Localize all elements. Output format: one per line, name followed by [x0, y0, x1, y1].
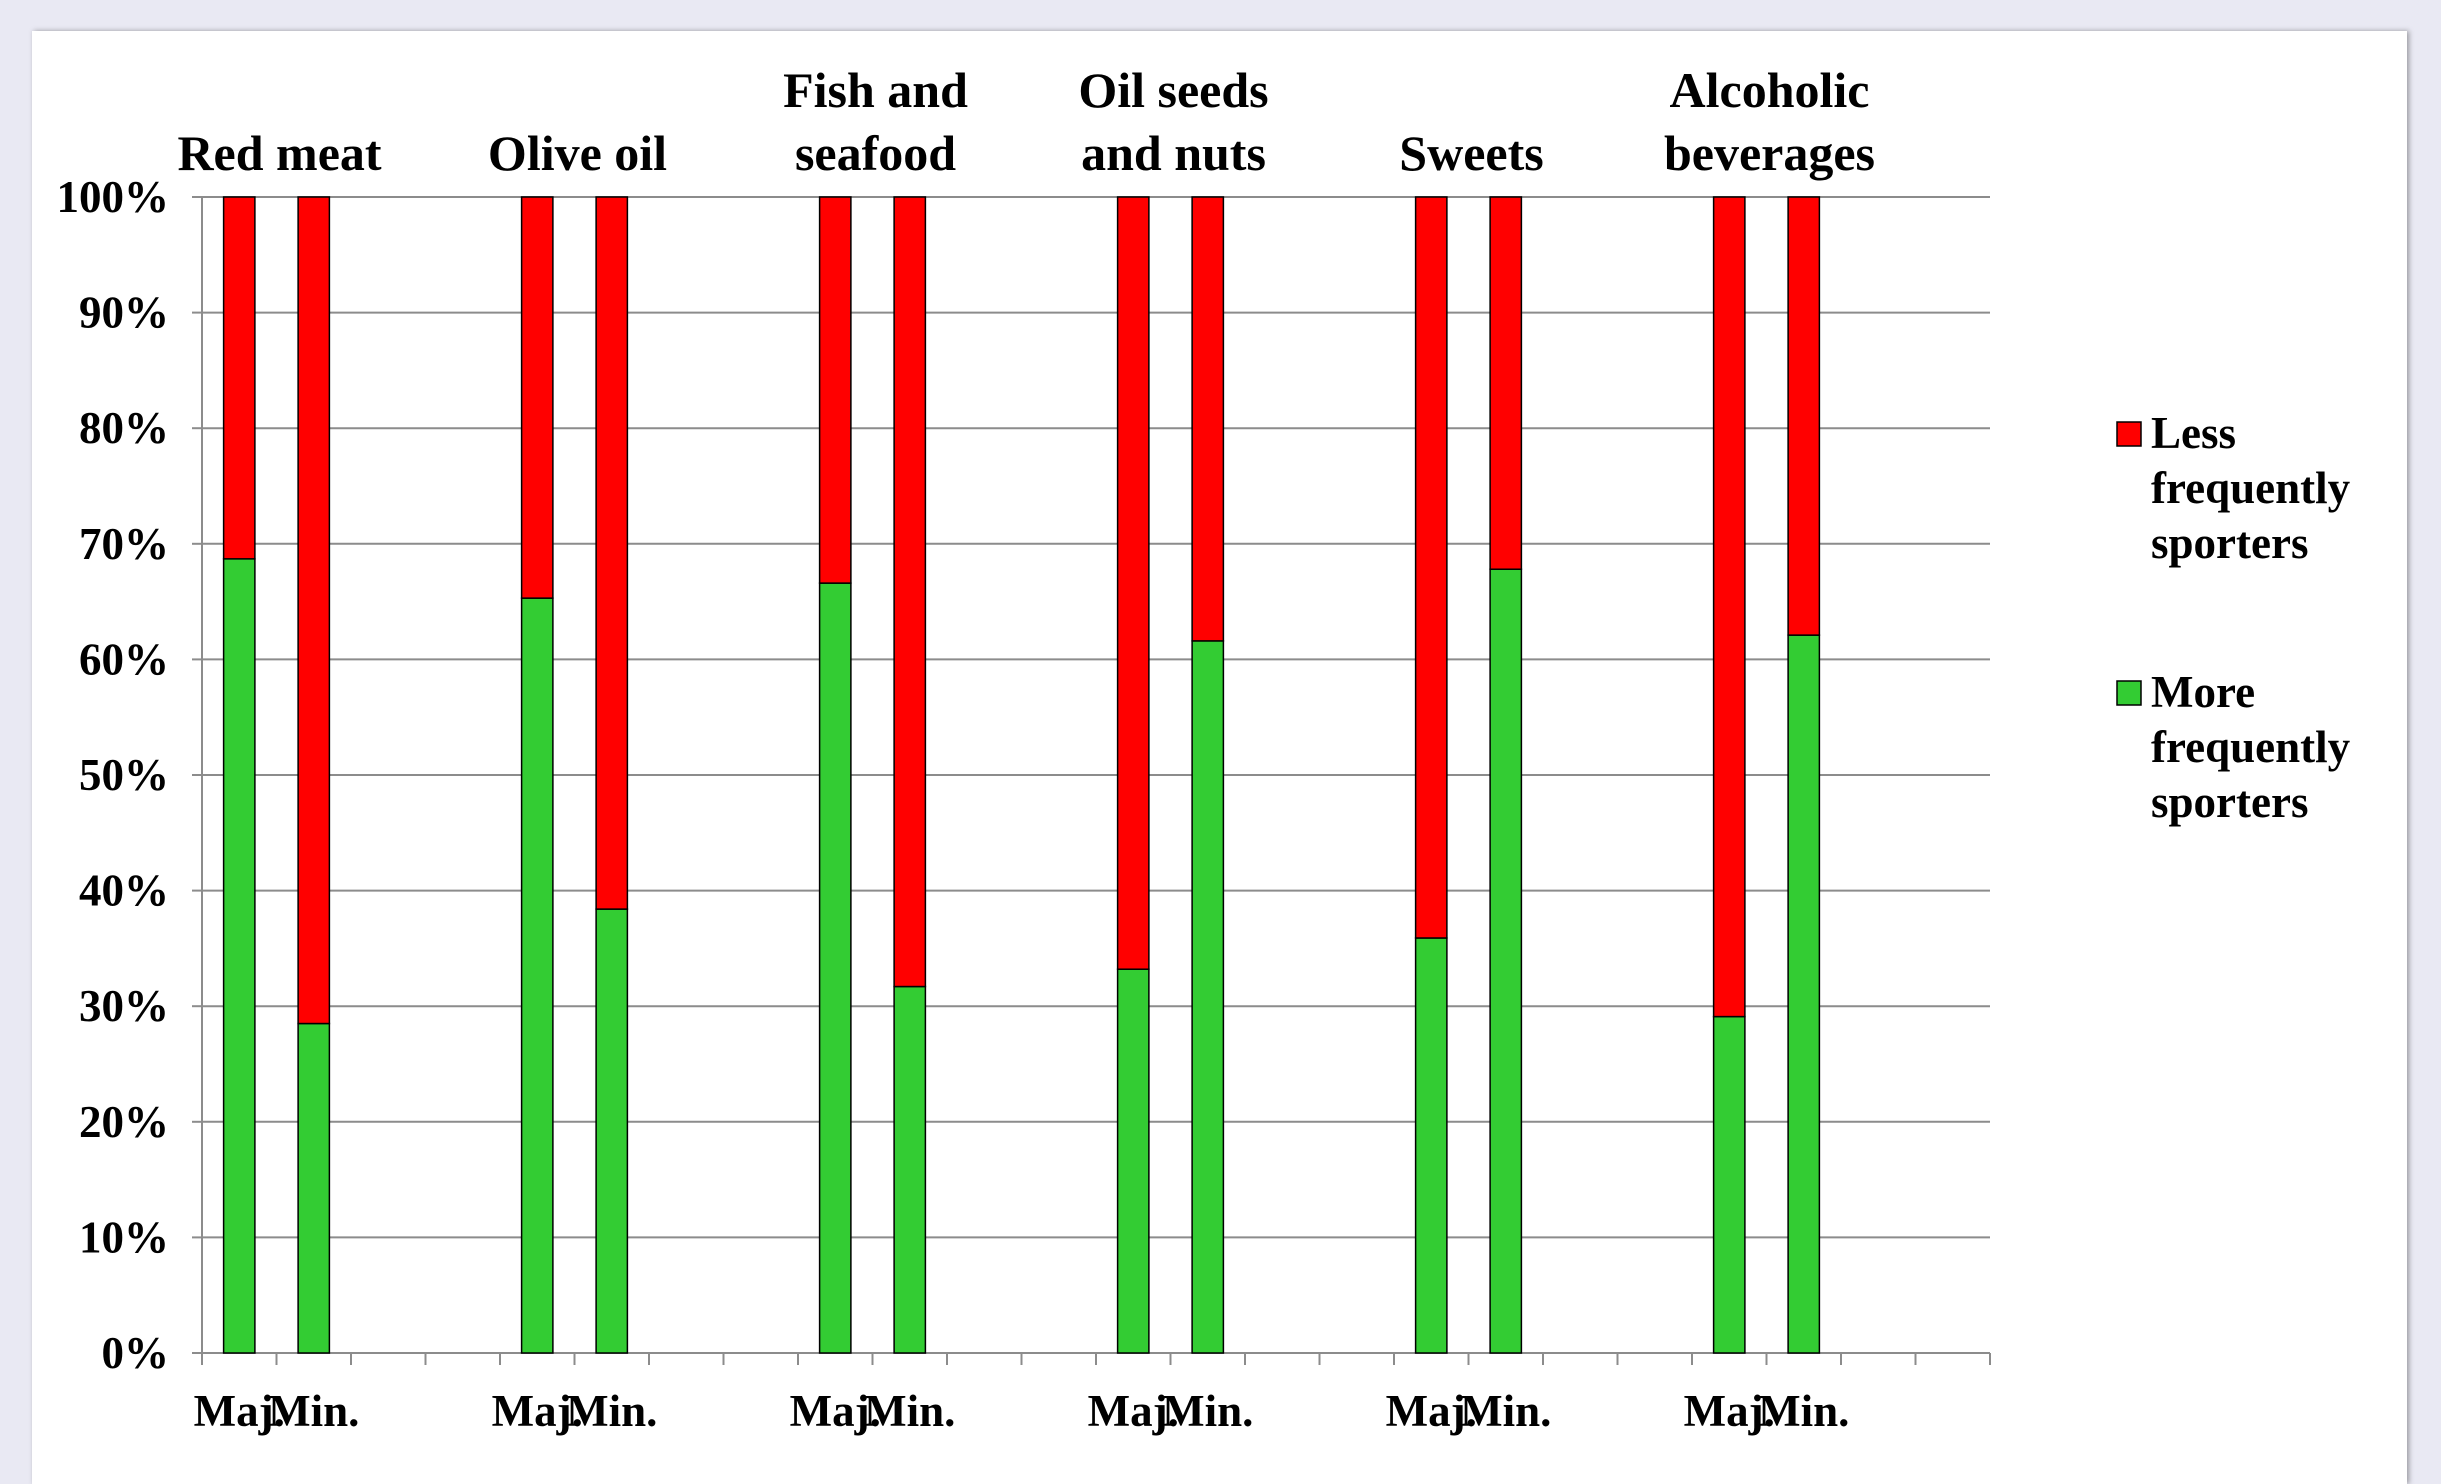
- legend-swatch: [2116, 421, 2142, 447]
- bar-label: Min.: [1162, 1386, 1253, 1436]
- y-tick-label: 0%: [102, 1328, 170, 1378]
- y-tick-label: 20%: [79, 1097, 169, 1147]
- legend-label: sporters: [2151, 518, 2308, 568]
- bar-more-frequently: [1116, 968, 1150, 1354]
- bar-more-frequently: [222, 558, 256, 1354]
- bar-more-frequently: [1489, 568, 1523, 1354]
- bar-less-frequently: [1712, 196, 1746, 1018]
- category-title: and nuts: [1081, 125, 1266, 181]
- legend-label: sporters: [2151, 777, 2308, 827]
- category-title: Olive oil: [488, 125, 667, 181]
- category-title: Fish and: [783, 62, 968, 118]
- legend-swatch: [2116, 680, 2142, 706]
- bar-more-frequently: [1787, 634, 1821, 1354]
- bar-label: Maj.: [1088, 1386, 1179, 1436]
- bar-label: Min.: [566, 1386, 657, 1436]
- bar-less-frequently: [1191, 196, 1225, 642]
- gridlines: [202, 196, 1990, 1354]
- bar-less-frequently: [893, 196, 927, 988]
- bar-more-frequently: [297, 1022, 331, 1354]
- category-title: seafood: [795, 125, 956, 181]
- legend-label: frequently: [2151, 722, 2351, 772]
- bar-label: Maj.: [1386, 1386, 1477, 1436]
- y-tick-label: 70%: [79, 519, 169, 569]
- y-tick-label: 10%: [79, 1212, 169, 1262]
- category-title: Red meat: [177, 125, 381, 181]
- category-title: Alcoholic: [1670, 62, 1870, 118]
- category-titles: Red meat Olive oil Fish and seafood Oil seed…: [177, 62, 1875, 181]
- legend-label: More: [2151, 667, 2255, 717]
- legend-label: Less: [2151, 408, 2236, 458]
- y-tick-label: 60%: [79, 634, 169, 684]
- stacked-bar-chart: Red meat Olive oil Fish and seafood Oil seed…: [57, 62, 2351, 1436]
- y-axis-ticks: 0% 10% 20% 30% 40% 50% 60% 70% 80% 90% 100%: [57, 172, 170, 1378]
- category-title: Oil seeds: [1078, 62, 1268, 118]
- bar-less-frequently: [297, 196, 331, 1025]
- chart-frame: Red meat Olive oil Fish and seafood Oil seed…: [32, 31, 2407, 1484]
- bar-labels: Maj.Min. Maj.Min. Maj.Min. Maj.Min. Maj.Min.…: [194, 1386, 1850, 1436]
- bar-more-frequently: [1191, 640, 1225, 1354]
- bar-less-frequently: [1414, 196, 1448, 939]
- bar-more-frequently: [520, 597, 554, 1354]
- bar-less-frequently: [595, 196, 629, 910]
- y-tick-label: 30%: [79, 981, 169, 1031]
- y-tick-label: 40%: [79, 866, 169, 916]
- bar-label: Maj.: [1684, 1386, 1775, 1436]
- bar-label: Maj.: [790, 1386, 881, 1436]
- bar-more-frequently: [1414, 937, 1448, 1354]
- category-title: beverages: [1664, 125, 1875, 181]
- y-tick-label: 50%: [79, 750, 169, 800]
- y-tick-label: 90%: [79, 288, 169, 338]
- bar-less-frequently: [1116, 196, 1150, 970]
- bar-less-frequently: [1787, 196, 1821, 636]
- bar-label: Min.: [1758, 1386, 1849, 1436]
- bar-more-frequently: [818, 582, 852, 1354]
- legend-label: frequently: [2151, 463, 2351, 513]
- y-tick-label: 80%: [79, 403, 169, 453]
- bar-label: Maj.: [194, 1386, 285, 1436]
- bar-label: Maj.: [492, 1386, 583, 1436]
- bar-label: Min.: [864, 1386, 955, 1436]
- bar-less-frequently: [1489, 196, 1523, 570]
- bar-less-frequently: [222, 196, 256, 560]
- axes: [192, 196, 1991, 1365]
- bar-label: Min.: [1460, 1386, 1551, 1436]
- bars: [222, 196, 1821, 1354]
- bar-more-frequently: [1712, 1015, 1746, 1354]
- bar-more-frequently: [893, 985, 927, 1354]
- bar-label: Min.: [268, 1386, 359, 1436]
- y-tick-label: 100%: [57, 172, 170, 222]
- bar-less-frequently: [818, 196, 852, 584]
- bar-less-frequently: [520, 196, 554, 599]
- legend: LessfrequentlysportersMorefrequentlyspor…: [2116, 408, 2351, 827]
- category-title: Sweets: [1399, 125, 1543, 181]
- bar-more-frequently: [595, 908, 629, 1354]
